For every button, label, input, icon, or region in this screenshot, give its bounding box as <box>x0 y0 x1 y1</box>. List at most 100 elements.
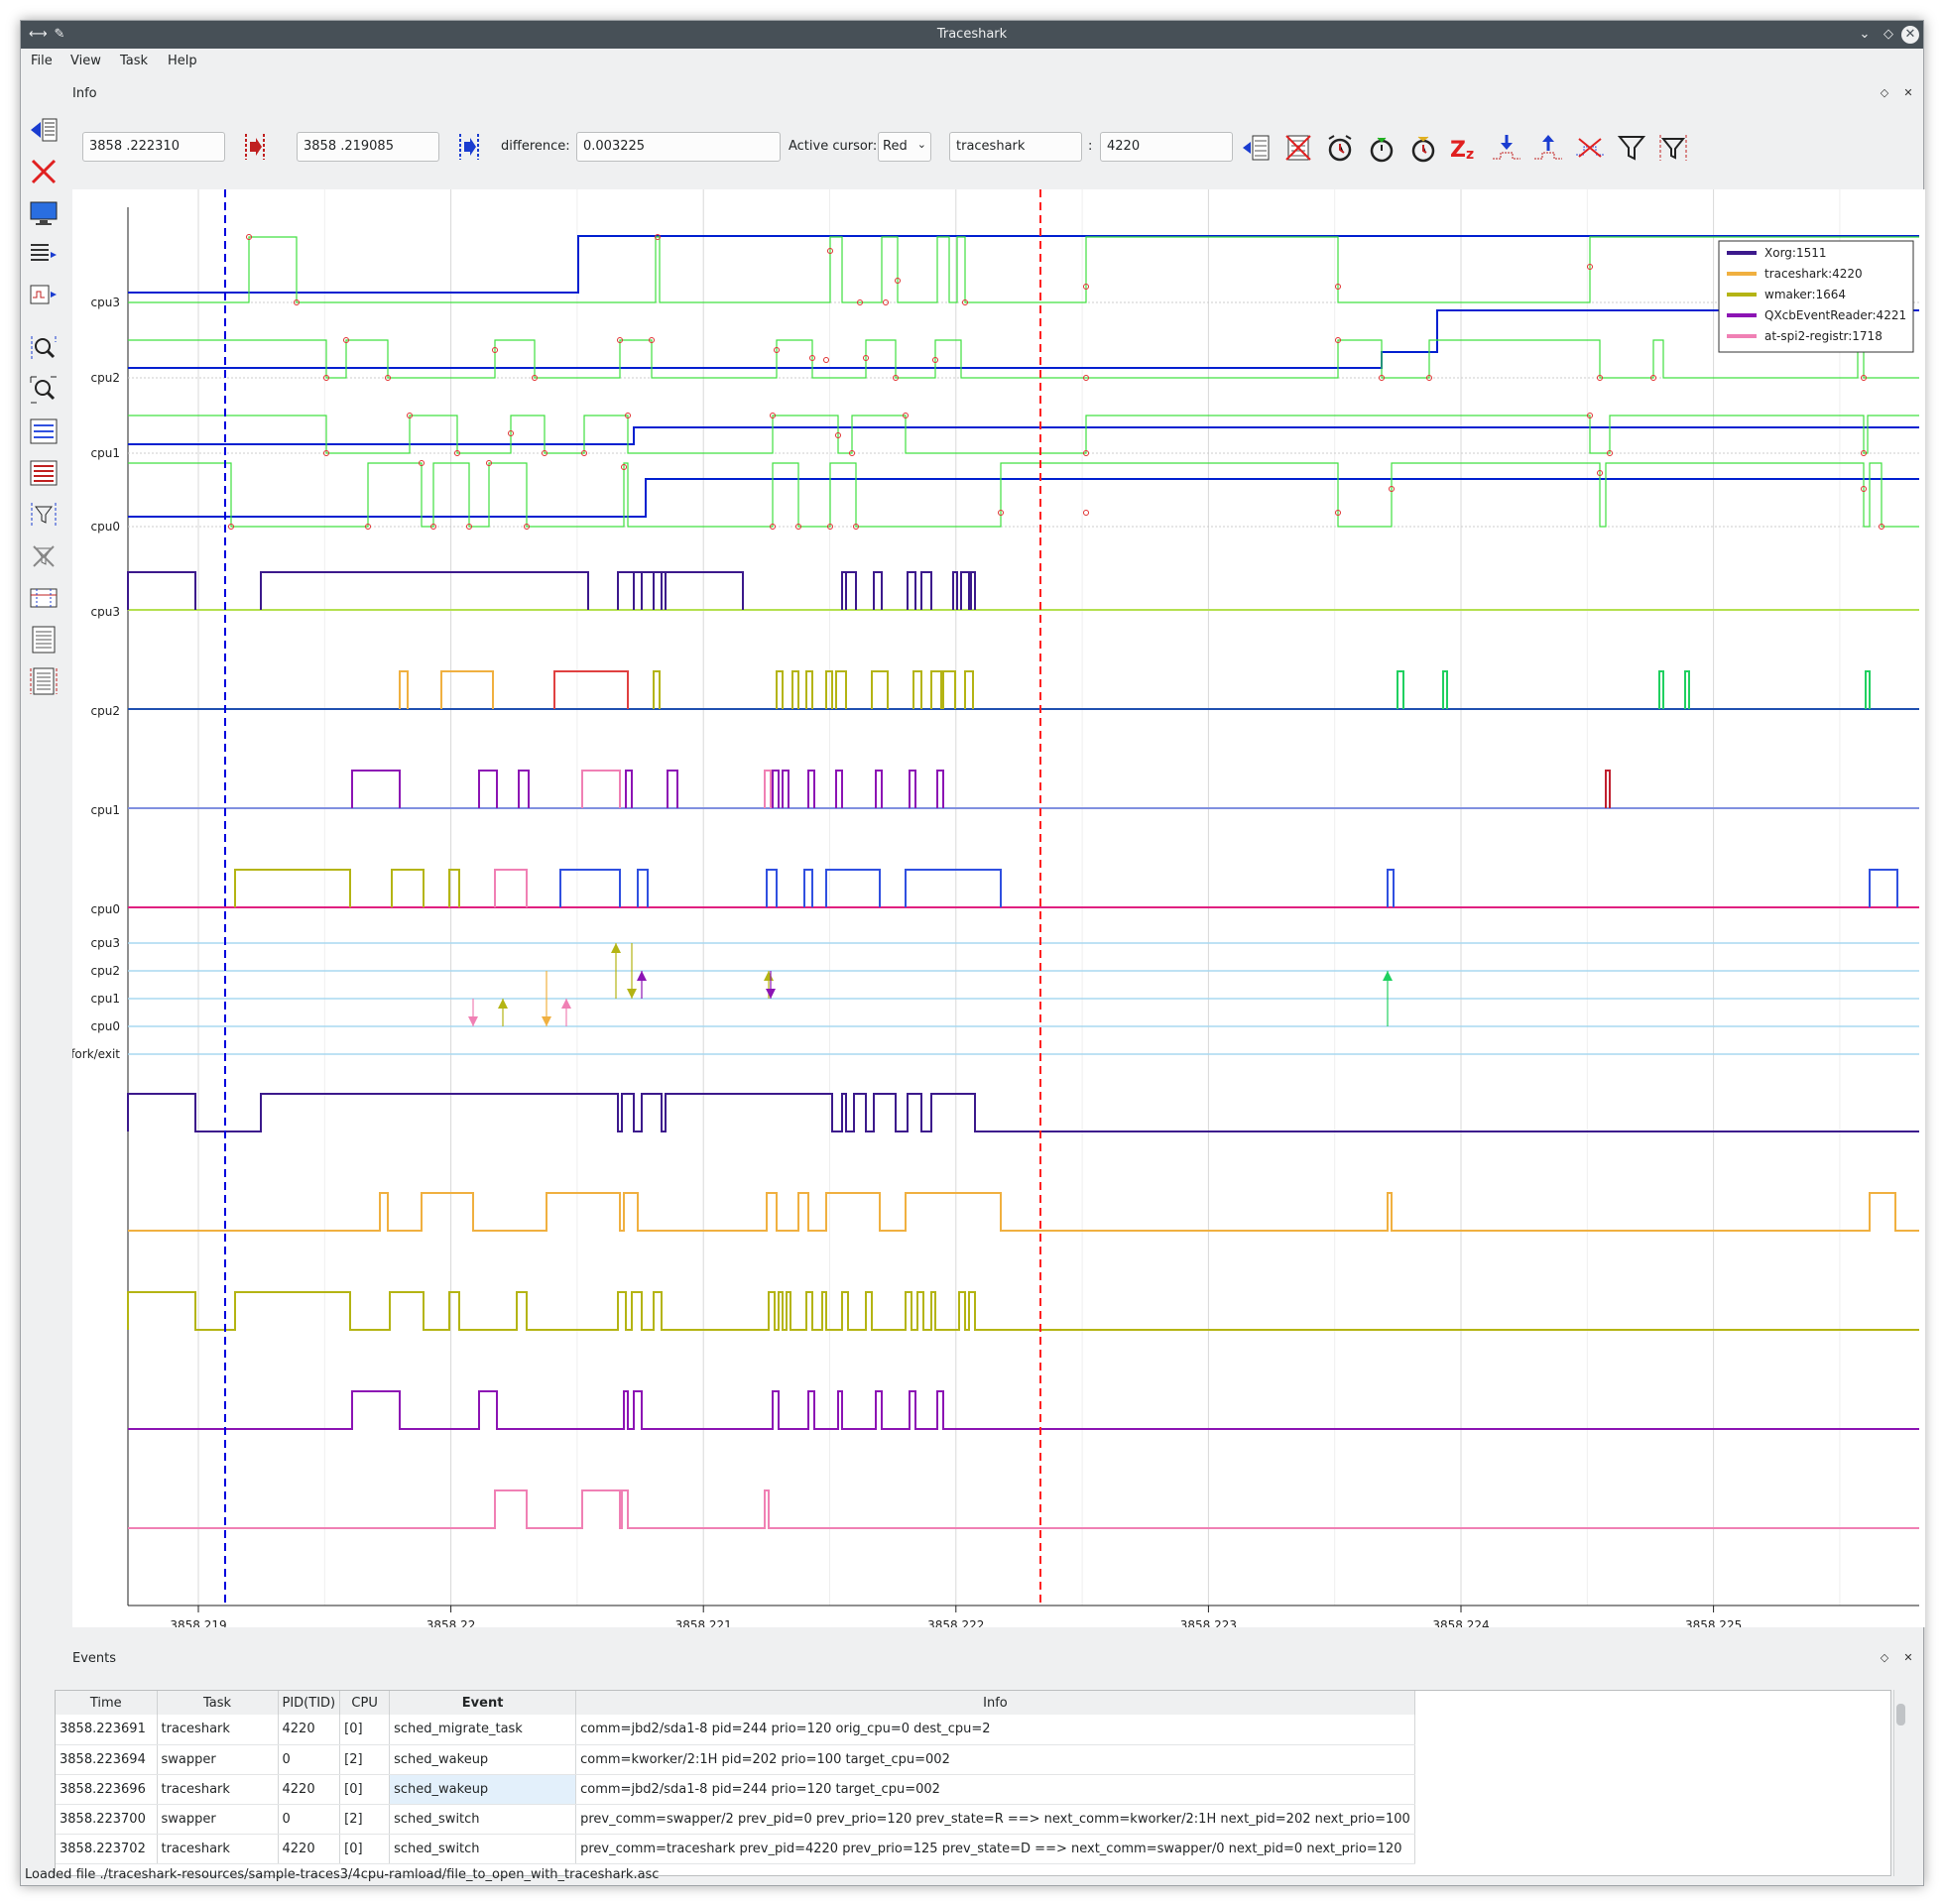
show-tasks-button[interactable] <box>28 416 60 447</box>
event-row[interactable]: 3858.223694 swapper 0 [2] sched_wakeup comm=k… <box>56 1744 1415 1775</box>
add-to-legend-button[interactable] <box>1239 130 1275 166</box>
wakeup-arrowhead <box>766 989 776 999</box>
idle-point <box>625 413 631 418</box>
events-dock-close-icon[interactable]: ✕ <box>1903 1651 1913 1664</box>
event-cell: sched_migrate_task <box>389 1715 577 1745</box>
find-migration-down-button[interactable] <box>1489 130 1524 166</box>
idle-point <box>795 524 801 530</box>
events-table[interactable]: Time Task PID(TID) CPU Event Info 3858.2… <box>55 1690 1891 1876</box>
idle-point <box>1597 375 1603 381</box>
event-cell: 3858.223696 <box>56 1774 158 1805</box>
cursor1-field[interactable]: 3858 .222310 <box>82 132 225 162</box>
task-name-field[interactable]: traceshark <box>949 132 1082 162</box>
idle-point <box>508 430 514 436</box>
sched-pulse-cpu0c <box>905 869 1002 907</box>
sched-pulse-cpu3 <box>873 571 883 610</box>
idle-point <box>454 450 460 456</box>
trace-plot[interactable]: 3858.219 3858.22 3858.221 3858.222 3858.223 3… <box>72 189 1925 1627</box>
task-pid-field[interactable]: 4220 <box>1100 132 1233 162</box>
close-icon[interactable]: ✕ <box>1901 26 1919 44</box>
col-time[interactable]: Time <box>56 1691 158 1715</box>
wakeup-label: cpu1 <box>91 992 120 1006</box>
find-migration-up-button[interactable] <box>1530 130 1566 166</box>
event-row[interactable]: 3858.223700 swapper 0 [2] sched_switch prev_c… <box>56 1804 1415 1835</box>
idle-point <box>466 524 472 530</box>
event-cell: swapper <box>157 1744 279 1775</box>
wakeup-arrowhead <box>498 999 508 1009</box>
legend-entry: Xorg:1511 <box>1764 246 1826 260</box>
time-filter-button[interactable] <box>28 582 60 614</box>
zoom-in-button[interactable] <box>28 332 60 364</box>
wakeup-label: cpu2 <box>91 964 120 978</box>
move-red-cursor-button[interactable] <box>237 129 273 165</box>
find-wakeup-button[interactable] <box>1322 130 1358 166</box>
move-blue-cursor-button[interactable] <box>451 129 487 165</box>
dock-float-icon[interactable]: ◇ <box>1880 86 1889 99</box>
show-all-tasks-button[interactable] <box>28 457 60 489</box>
export-cpu-button[interactable] <box>28 279 60 310</box>
col-task[interactable]: Task <box>157 1691 279 1715</box>
idle-point <box>542 450 547 456</box>
idle-point <box>581 450 587 456</box>
dock-close-icon[interactable]: ✕ <box>1903 86 1913 99</box>
export-events-button[interactable] <box>28 237 60 269</box>
col-info[interactable]: Info <box>575 1691 1415 1715</box>
cursor2-field[interactable]: 3858 .219085 <box>297 132 439 162</box>
sched-pulse-cpu1 <box>807 770 815 808</box>
difference-field[interactable]: 0.003225 <box>576 132 781 162</box>
find-waking-button[interactable] <box>1364 130 1399 166</box>
filter-pid-ext-button[interactable] <box>1655 130 1691 166</box>
idle-point <box>1426 375 1432 381</box>
cpu-label-sched: cpu2 <box>91 704 120 718</box>
menu-file[interactable]: File <box>31 54 53 68</box>
x-tick-label: 3858.22 <box>426 1618 476 1627</box>
close-trace-button[interactable] <box>28 156 60 187</box>
col-pid[interactable]: PID(TID) <box>278 1691 341 1715</box>
sched-pulse-cpu1 <box>875 770 883 808</box>
col-cpu[interactable]: CPU <box>339 1691 391 1715</box>
sched-pulse-cpu3 <box>845 571 857 610</box>
maximize-icon[interactable]: ◇ <box>1883 27 1893 42</box>
event-list-icon <box>32 626 56 654</box>
scrollbar-thumb[interactable] <box>1896 1704 1905 1726</box>
menu-help[interactable]: Help <box>168 54 197 68</box>
wakeup-arrowhead <box>627 989 637 999</box>
events-dock-float-icon[interactable]: ◇ <box>1880 1651 1889 1664</box>
open-trace-button[interactable] <box>28 114 60 146</box>
event-cell: [2] <box>339 1804 391 1835</box>
menu-task[interactable]: Task <box>120 54 149 68</box>
sched-pulse-cpu1 <box>782 770 790 808</box>
event-row[interactable]: 3858.223702 traceshark 4220 [0] sched_switch… <box>56 1834 1415 1864</box>
menu-view[interactable]: View <box>70 54 101 68</box>
event-list-button[interactable] <box>28 624 60 655</box>
remove-filter-button[interactable] <box>28 540 60 572</box>
zoom-default-button[interactable] <box>28 374 60 406</box>
event-row[interactable]: 3858.223696 traceshark 4220 [0] sched_wakeup… <box>56 1774 1415 1805</box>
filter-cursor-button[interactable] <box>28 499 60 531</box>
add-legend-icon <box>1243 135 1270 161</box>
clear-legend-button[interactable] <box>1280 130 1316 166</box>
wakeup-arrowhead <box>764 971 774 981</box>
event-info-button[interactable] <box>28 665 60 697</box>
find-waking-direct-button[interactable] <box>1405 130 1441 166</box>
cpu-label-freq: cpu2 <box>91 371 120 385</box>
idle-point <box>649 337 655 343</box>
active-cursor-select[interactable]: Red ⌄ <box>878 132 931 162</box>
screenshot-button[interactable] <box>28 197 60 229</box>
event-row[interactable]: 3858.223691 traceshark 4220 [0] sched_migrat… <box>56 1715 1415 1745</box>
remove-task-graph-button[interactable] <box>1572 130 1608 166</box>
cpu-label-freq: cpu1 <box>91 446 120 460</box>
sched-pulse-cpu0 <box>391 869 425 907</box>
idle-point <box>903 413 909 418</box>
events-scrollbar[interactable] <box>1893 1690 1907 1876</box>
idle-point <box>1083 450 1089 456</box>
sched-pulse-cpu0c <box>637 869 649 907</box>
col-event[interactable]: Event <box>389 1691 577 1715</box>
sched-pulse-cpu1b <box>581 770 621 808</box>
minimize-icon[interactable]: ⌄ <box>1859 27 1871 42</box>
pin-icon[interactable]: ✎ <box>54 27 65 42</box>
migrate-down-icon <box>1493 135 1520 160</box>
filter-pid-button[interactable] <box>1614 130 1649 166</box>
stopwatch-icon <box>1370 137 1394 163</box>
